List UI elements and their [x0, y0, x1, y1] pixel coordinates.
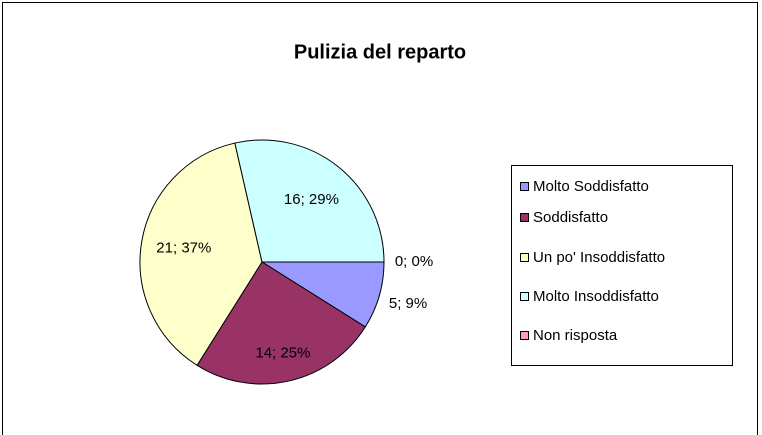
pie-slice — [139, 142, 263, 366]
legend-swatch — [520, 182, 529, 191]
pie-slice — [196, 261, 366, 385]
legend-label: Un po' Insoddisfatto — [533, 249, 665, 266]
pie-slice — [234, 139, 385, 263]
chart-title: Pulizia del reparto — [294, 41, 466, 63]
legend-label: Soddisfatto — [533, 209, 608, 226]
legend-label: Molto Insoddisfatto — [533, 288, 659, 305]
legend-swatch — [520, 253, 529, 262]
data-label: 5; 9% — [389, 295, 427, 312]
data-label: 16; 29% — [284, 191, 339, 208]
legend-swatch — [520, 292, 529, 301]
data-label: 14; 25% — [255, 345, 310, 362]
legend-swatch — [520, 331, 529, 340]
data-label: 0; 0% — [395, 253, 433, 270]
legend-box — [511, 165, 733, 366]
legend-swatch — [520, 213, 529, 222]
legend-label: Non risposta — [533, 327, 618, 344]
data-label: 21; 37% — [156, 240, 211, 257]
legend-label: Molto Soddisfatto — [533, 178, 649, 195]
